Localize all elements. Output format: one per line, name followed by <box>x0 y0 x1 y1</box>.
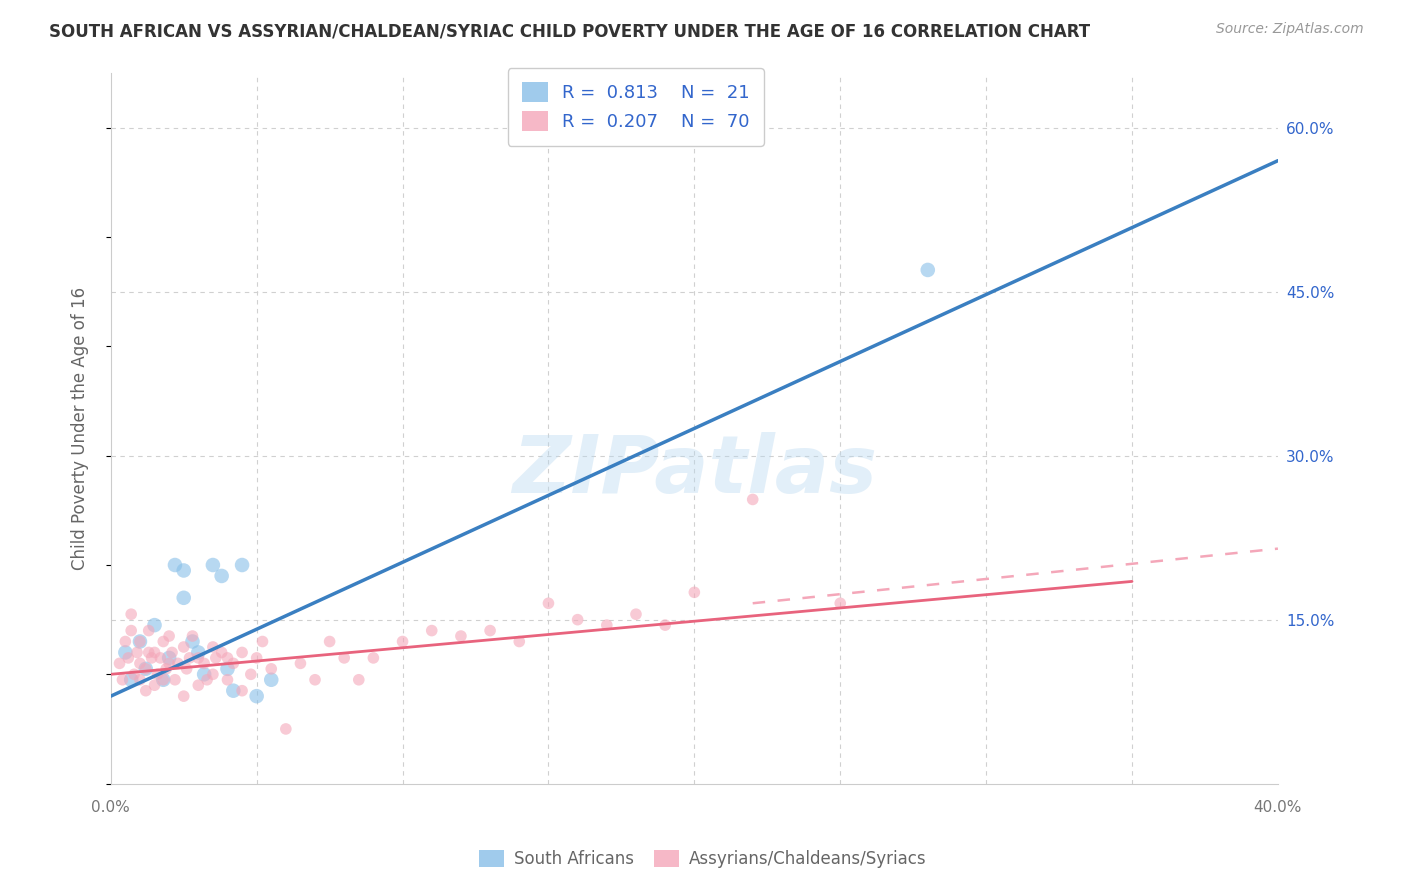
Text: Source: ZipAtlas.com: Source: ZipAtlas.com <box>1216 22 1364 37</box>
Point <box>117 651 139 665</box>
Point <box>141 651 163 665</box>
Point <box>420 624 443 638</box>
Point <box>260 673 283 687</box>
Point <box>252 634 274 648</box>
Legend: R =  0.813    N =  21, R =  0.207    N =  70: R = 0.813 N = 21, R = 0.207 N = 70 <box>508 68 763 145</box>
Point <box>152 673 174 687</box>
Point <box>111 673 134 687</box>
Point <box>181 629 204 643</box>
Point <box>173 689 195 703</box>
Point <box>120 624 142 638</box>
Point <box>125 645 148 659</box>
Point <box>157 651 180 665</box>
Point <box>318 634 340 648</box>
Point <box>596 618 619 632</box>
Legend: South Africans, Assyrians/Chaldeans/Syriacs: South Africans, Assyrians/Chaldeans/Syri… <box>471 842 935 877</box>
Point <box>917 263 939 277</box>
Point <box>173 640 195 654</box>
Point <box>204 651 226 665</box>
Point <box>363 651 385 665</box>
Point <box>135 683 157 698</box>
Point <box>741 492 763 507</box>
Point <box>143 678 166 692</box>
Point <box>135 662 157 676</box>
Point <box>138 624 160 638</box>
Point <box>537 596 560 610</box>
Point <box>155 662 177 676</box>
Point <box>167 657 190 671</box>
Point <box>157 657 180 671</box>
Point <box>211 645 233 659</box>
Point <box>152 673 174 687</box>
Point <box>108 657 131 671</box>
Point <box>143 618 166 632</box>
Point <box>195 673 218 687</box>
Point <box>146 667 169 681</box>
Point <box>135 662 157 676</box>
Point <box>120 673 142 687</box>
Point <box>274 722 297 736</box>
Y-axis label: Child Poverty Under the Age of 16: Child Poverty Under the Age of 16 <box>72 287 89 570</box>
Point <box>173 564 195 578</box>
Point <box>347 673 370 687</box>
Point <box>333 651 356 665</box>
Point <box>187 645 209 659</box>
Point <box>138 645 160 659</box>
Point <box>479 624 502 638</box>
Point <box>122 667 145 681</box>
Point <box>143 645 166 659</box>
Point <box>260 662 283 676</box>
Point <box>450 629 472 643</box>
Point <box>163 558 186 572</box>
Point <box>304 673 326 687</box>
Point <box>201 667 224 681</box>
Point <box>193 667 215 681</box>
Point <box>624 607 647 622</box>
Point <box>246 651 269 665</box>
Point <box>163 673 186 687</box>
Point <box>246 689 269 703</box>
Text: ZIPatlas: ZIPatlas <box>512 432 877 510</box>
Point <box>179 651 201 665</box>
Point <box>129 673 152 687</box>
Point <box>149 651 172 665</box>
Point <box>181 634 204 648</box>
Point <box>217 662 239 676</box>
Point <box>129 657 152 671</box>
Point <box>239 667 262 681</box>
Point <box>654 618 676 632</box>
Point <box>231 683 253 698</box>
Point <box>222 657 245 671</box>
Point <box>217 673 239 687</box>
Point <box>683 585 706 599</box>
Point <box>830 596 852 610</box>
Point <box>211 569 233 583</box>
Point <box>231 645 253 659</box>
Point <box>152 634 174 648</box>
Point <box>114 634 136 648</box>
Point <box>187 678 209 692</box>
Point <box>114 645 136 659</box>
Point <box>231 558 253 572</box>
Point <box>193 657 215 671</box>
Point <box>567 613 589 627</box>
Text: SOUTH AFRICAN VS ASSYRIAN/CHALDEAN/SYRIAC CHILD POVERTY UNDER THE AGE OF 16 CORR: SOUTH AFRICAN VS ASSYRIAN/CHALDEAN/SYRIA… <box>49 22 1090 40</box>
Point <box>120 607 142 622</box>
Point <box>187 651 209 665</box>
Point <box>157 629 180 643</box>
Point <box>508 634 530 648</box>
Point <box>176 662 198 676</box>
Point <box>201 558 224 572</box>
Point <box>290 657 312 671</box>
Point <box>129 634 152 648</box>
Point <box>160 645 183 659</box>
Point <box>222 683 245 698</box>
Point <box>173 591 195 605</box>
Point <box>201 640 224 654</box>
Point <box>129 634 152 648</box>
Point <box>391 634 413 648</box>
Point <box>217 651 239 665</box>
